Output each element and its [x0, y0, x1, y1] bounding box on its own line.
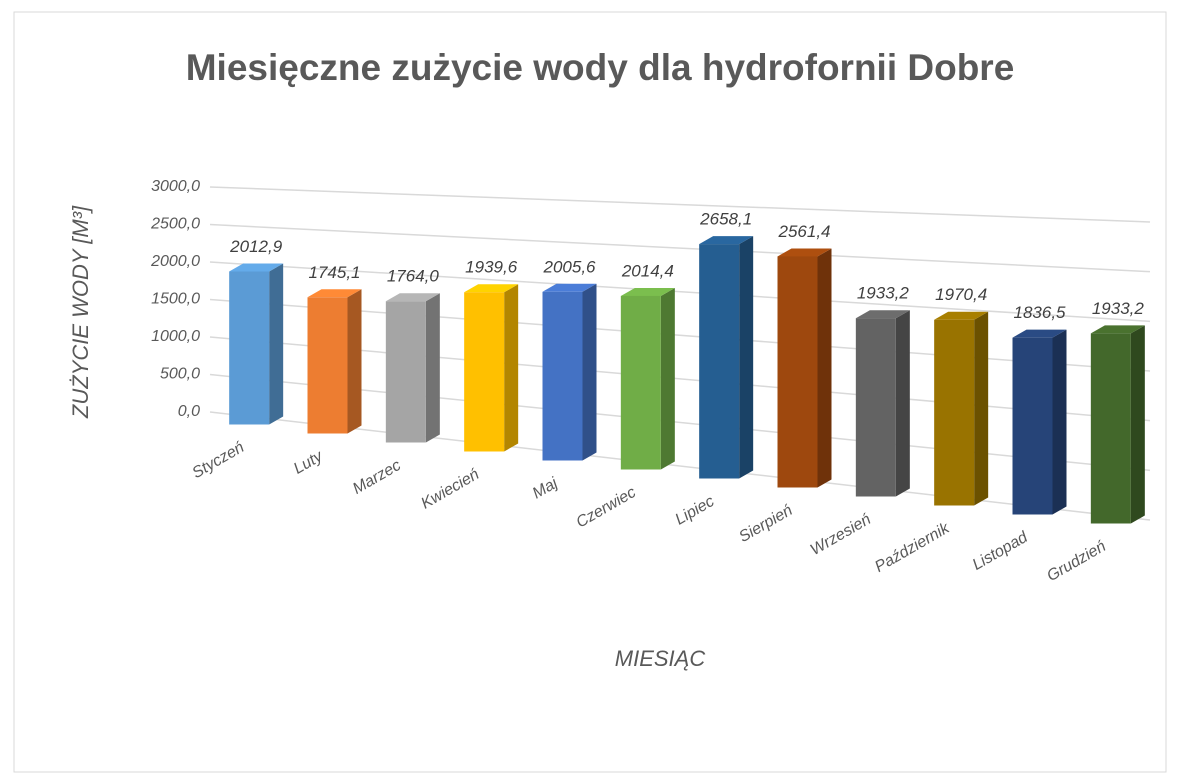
- value-label: 1933,2: [857, 284, 910, 303]
- bar-side: [582, 283, 597, 461]
- value-label: 2012,9: [229, 237, 283, 256]
- value-label: 1933,2: [1092, 299, 1145, 318]
- value-label: 1745,1: [309, 263, 361, 282]
- chart-title: Miesięczne zużycie wody dla hydrofornii …: [186, 47, 1015, 88]
- bar-top: [620, 287, 675, 296]
- bar-side: [269, 263, 284, 425]
- y-tick-label: 1000,0: [151, 328, 200, 345]
- bar: [777, 256, 818, 488]
- bar: [1012, 337, 1053, 515]
- bar-top: [699, 236, 754, 245]
- value-label: 2005,6: [543, 257, 597, 276]
- value-label: 1970,4: [935, 285, 987, 304]
- bar-side: [1130, 325, 1145, 524]
- bar-side: [504, 284, 519, 452]
- bar: [855, 318, 896, 497]
- value-label: 2561,4: [778, 222, 831, 241]
- bar-top: [542, 283, 597, 292]
- bar-side: [739, 236, 754, 479]
- grid-line: [209, 373, 1151, 472]
- bar: [307, 297, 348, 434]
- value-label: 1939,6: [465, 258, 518, 277]
- x-axis-label: MIESIĄC: [615, 646, 706, 671]
- bar-top: [229, 263, 284, 272]
- y-tick-label: 1500,0: [151, 291, 200, 308]
- value-label: 2658,1: [699, 210, 752, 229]
- bar-top: [464, 284, 519, 293]
- bar: [464, 292, 505, 452]
- bar-side: [974, 311, 989, 506]
- bar: [229, 271, 270, 425]
- y-tick-label: 2000,0: [150, 253, 200, 270]
- bar: [385, 301, 426, 443]
- y-tick-label: 500,0: [160, 366, 200, 383]
- value-label: 1764,0: [387, 267, 440, 286]
- bar: [620, 295, 661, 470]
- grid-line: [209, 298, 1151, 372]
- bar-top: [1012, 329, 1067, 338]
- y-tick-label: 2500,0: [150, 216, 200, 233]
- bar-top: [934, 311, 989, 320]
- y-axis-label: ZUŻYCIE WODY [M³]: [68, 205, 93, 419]
- bar-top: [385, 293, 440, 302]
- bar: [1090, 333, 1131, 524]
- bar: [699, 244, 740, 479]
- bar-top: [307, 289, 362, 298]
- value-label: 2014,4: [621, 261, 674, 280]
- grid-line: [209, 186, 1151, 223]
- bar-side: [895, 310, 910, 497]
- y-tick-label: 0,0: [178, 403, 200, 420]
- grid-line: [209, 336, 1151, 422]
- bar-side: [347, 289, 362, 434]
- bar-side: [425, 293, 440, 443]
- bar-top: [1090, 325, 1145, 334]
- grid-line: [209, 223, 1151, 273]
- grid-line: [209, 261, 1151, 323]
- bar-side: [1052, 329, 1067, 515]
- bar: [542, 291, 583, 461]
- bar-top: [855, 310, 910, 319]
- bar-top: [777, 248, 832, 257]
- bar-side: [660, 287, 675, 470]
- value-label: 1836,5: [1014, 303, 1067, 322]
- bar-side: [817, 248, 832, 488]
- y-tick-label: 3000,0: [151, 178, 200, 195]
- grid-line: [209, 411, 1151, 521]
- bar: [934, 319, 975, 506]
